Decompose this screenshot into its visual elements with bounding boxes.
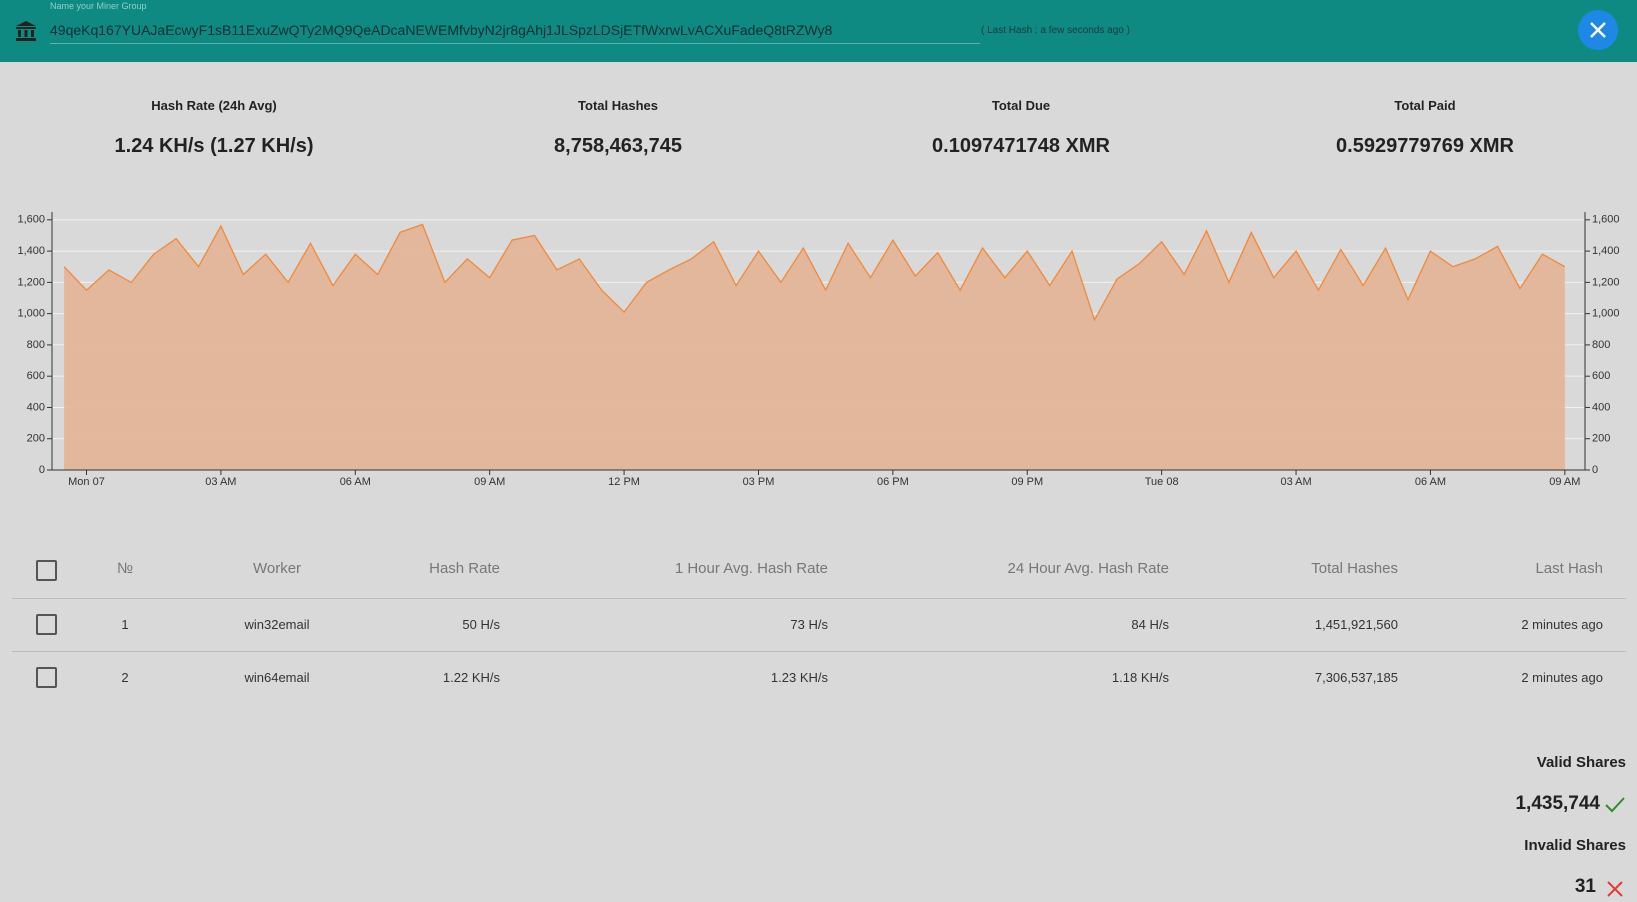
address-input[interactable]: 49qeKq167YUAJaEcwyF1sB11ExuZwQTy2MQ9QeAD… [50,22,833,38]
x-tick-label: 09 AM [474,476,505,488]
y-tick-label: 800 [27,339,45,351]
column-header: Hash Rate [429,560,500,577]
bank-icon [16,21,36,41]
table-cell: 1 [121,617,129,632]
stat-value: 0.1097471748 XMR [932,135,1110,157]
x-tick-label: 09 AM [1549,476,1580,488]
row-divider [12,598,1626,599]
x-tick-label: 03 AM [205,476,236,488]
close-button[interactable] [1578,10,1618,50]
cross-icon [1607,881,1623,897]
stat-label: Hash Rate (24h Avg) [151,98,277,113]
stat-value: 0.5929779769 XMR [1336,135,1514,157]
column-header: № [116,560,134,577]
valid-label: Valid Shares [1536,754,1626,771]
column-header: Last Hash [1535,560,1603,577]
stat-value: 8,758,463,745 [554,135,682,157]
valid-value: 1,435,744 [1515,793,1600,814]
table-cell: 73 H/s [790,617,828,632]
y2-tick-label: 400 [1592,401,1610,413]
column-header: Worker [252,560,302,577]
stat-label: Total Paid [1394,98,1456,113]
table-cell: 2 minutes ago [1521,617,1603,632]
line [63,223,1566,322]
last-hash: ( Last Hash : a few seconds ago ) [981,25,1130,36]
y2-tick-label: 1,400 [1592,245,1620,257]
hashrate-chart: 0 0 200 200 400 400 600 600 800 800 1,000 1,000 1,20… [17,212,1620,488]
checkbox[interactable] [36,560,57,581]
x-tick-label: 09 PM [1011,476,1043,488]
invalid-label: Invalid Shares [1524,837,1626,854]
table-cell: win32email [244,617,310,632]
table-cell: 2 [121,670,129,685]
y2-tick-label: 1,000 [1592,308,1620,320]
y-tick-label: 1,200 [17,276,45,288]
y2-tick-label: 200 [1592,433,1610,445]
y2-tick-label: 0 [1592,464,1598,476]
x-tick-label: Mon 07 [68,476,105,488]
x-tick-label: 06 PM [877,476,909,488]
input-label: Name your Miner Group [50,1,147,11]
checkbox[interactable] [36,667,57,688]
stat-label: Total Hashes [578,98,658,113]
y-tick-label: 1,400 [17,245,45,257]
stat-value: 1.24 KH/s (1.27 KH/s) [114,135,314,157]
table-cell: 84 H/s [1131,617,1169,632]
y2-tick-label: 600 [1592,370,1610,382]
table-cell: 1,451,921,560 [1314,617,1398,632]
y-tick-label: 600 [27,370,45,382]
y-tick-label: 0 [39,464,45,476]
table-cell: 1.22 KH/s [442,670,500,685]
y2-tick-label: 1,200 [1592,276,1620,288]
invalid-value: 31 [1574,876,1596,897]
column-header: 24 Hour Avg. Hash Rate [1007,560,1169,577]
column-header: Total Hashes [1311,560,1398,577]
stat-label: Total Due [991,98,1051,113]
y2-tick-label: 800 [1592,339,1610,351]
x-tick-label: 03 AM [1280,476,1311,488]
y-tick-label: 1,000 [17,308,45,320]
table-cell: 1.23 KH/s [770,670,828,685]
row-divider [12,651,1626,652]
y2-tick-label: 1,600 [1592,214,1620,226]
check-icon [1605,797,1625,813]
y-tick-label: 200 [27,433,45,445]
table-cell: 2 minutes ago [1521,670,1603,685]
table-cell: 7,306,537,185 [1314,670,1398,685]
table-cell: 1.18 KH/s [1111,670,1169,685]
x-tick-label: Tue 08 [1145,476,1179,488]
area [64,224,1565,470]
x-tick-label: 06 AM [340,476,371,488]
header-bar: Name your Miner Group 49qeKq167YUAJaEcwy… [0,0,1637,62]
x-tick-label: 06 AM [1415,476,1446,488]
y-tick-label: 1,600 [17,214,45,226]
table-cell: 50 H/s [462,617,500,632]
x-tick-label: 12 PM [608,476,640,488]
column-header: 1 Hour Avg. Hash Rate [674,560,828,577]
table-cell: win64email [244,670,310,685]
checkbox[interactable] [36,614,57,635]
input-underline [50,43,980,44]
x-tick-label: 03 PM [743,476,775,488]
y-tick-label: 400 [27,401,45,413]
